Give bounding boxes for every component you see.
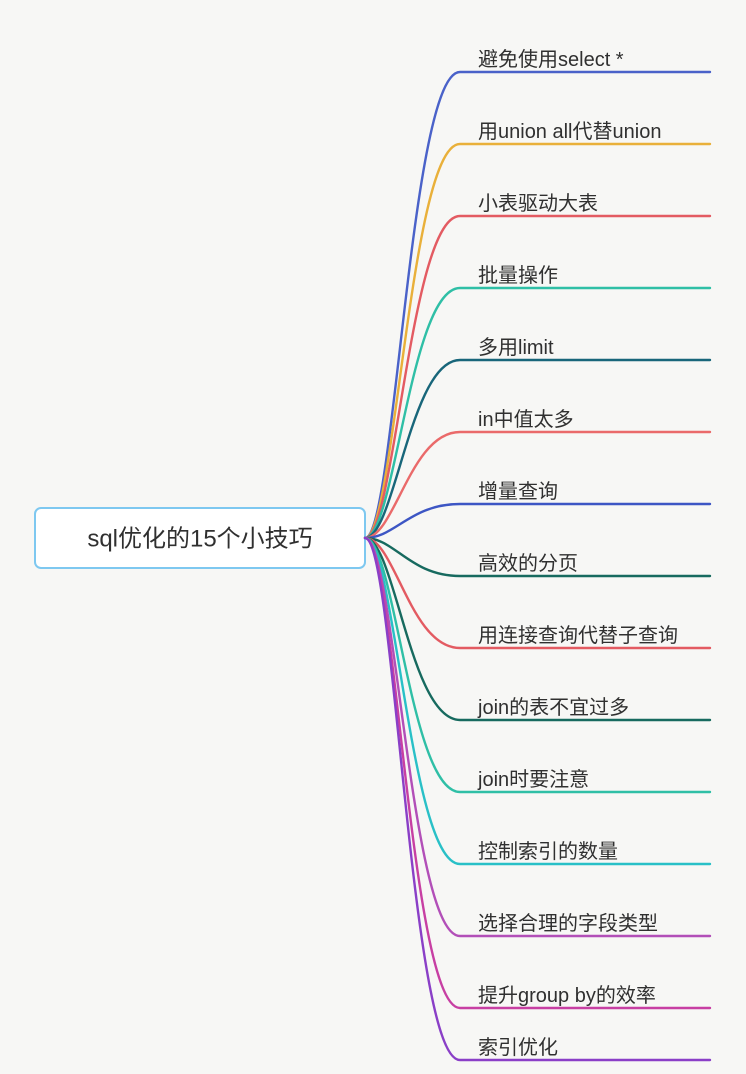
branch-label[interactable]: 高效的分页 xyxy=(478,552,578,575)
branch-label[interactable]: 增量查询 xyxy=(478,480,558,503)
branch-label[interactable]: in中值太多 xyxy=(478,408,574,431)
branch-label[interactable]: 索引优化 xyxy=(478,1036,558,1059)
branch-label[interactable]: 用连接查询代替子查询 xyxy=(478,624,678,647)
branch-label[interactable]: 选择合理的字段类型 xyxy=(478,912,658,935)
branch-connector xyxy=(365,504,710,538)
branch-connector xyxy=(365,538,710,936)
root-node-label: sql优化的15个小技巧 xyxy=(87,525,312,552)
branch-label[interactable]: 多用limit xyxy=(478,336,554,359)
mindmap-diagram: sql优化的15个小技巧 避免使用select * 用union all代替unio… xyxy=(0,0,746,1074)
branch-label[interactable]: 小表驱动大表 xyxy=(478,192,598,215)
branch-label[interactable]: join时要注意 xyxy=(477,768,589,791)
branch-connector xyxy=(365,360,710,538)
branch-label[interactable]: join的表不宜过多 xyxy=(477,696,629,719)
branch-label[interactable]: 提升group by的效率 xyxy=(478,984,656,1007)
branch-label[interactable]: 避免使用select * xyxy=(478,48,624,71)
branch-label[interactable]: 批量操作 xyxy=(478,264,558,287)
branch-label[interactable]: 控制索引的数量 xyxy=(478,840,618,863)
branch-label[interactable]: 用union all代替union xyxy=(478,120,661,143)
